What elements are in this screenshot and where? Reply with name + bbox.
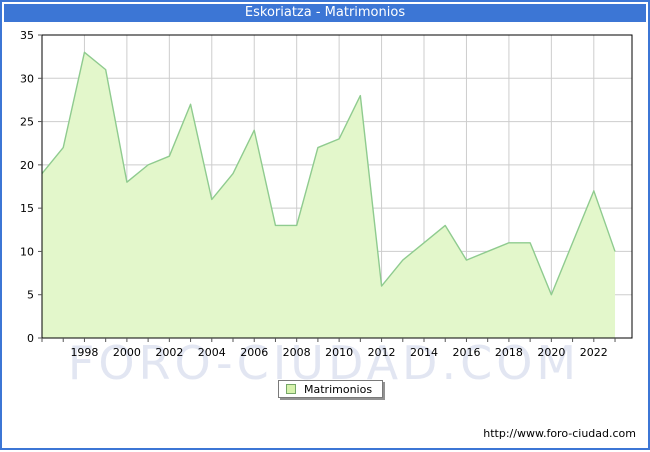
y-axis-label: 20: [20, 159, 34, 172]
footer-url: http://www.foro-ciudad.com: [483, 427, 636, 440]
x-axis-label: 2018: [495, 346, 523, 359]
x-axis-label: 2002: [155, 346, 183, 359]
x-axis-label: 1998: [70, 346, 98, 359]
x-axis-label: 2020: [537, 346, 565, 359]
x-axis-label: 2014: [410, 346, 438, 359]
y-axis-label: 5: [27, 289, 34, 302]
y-axis-label: 30: [20, 72, 34, 85]
y-axis-label: 35: [20, 29, 34, 42]
x-axis-label: 2004: [198, 346, 226, 359]
y-axis-label: 15: [20, 202, 34, 215]
area-fill: [42, 52, 615, 338]
x-axis-label: 2010: [325, 346, 353, 359]
legend-box: Matrimonios: [278, 380, 383, 398]
x-axis-label: 2016: [452, 346, 480, 359]
legend-swatch-matrimonios: [286, 384, 296, 394]
y-axis-label: 10: [20, 245, 34, 258]
y-axis-label: 25: [20, 116, 34, 129]
x-axis-label: 2022: [580, 346, 608, 359]
x-axis-label: 2006: [240, 346, 268, 359]
x-axis-label: 2012: [368, 346, 396, 359]
legend-label: Matrimonios: [304, 383, 372, 396]
x-axis-label: 2008: [283, 346, 311, 359]
x-axis-label: 2000: [113, 346, 141, 359]
y-axis-label: 0: [27, 332, 34, 345]
